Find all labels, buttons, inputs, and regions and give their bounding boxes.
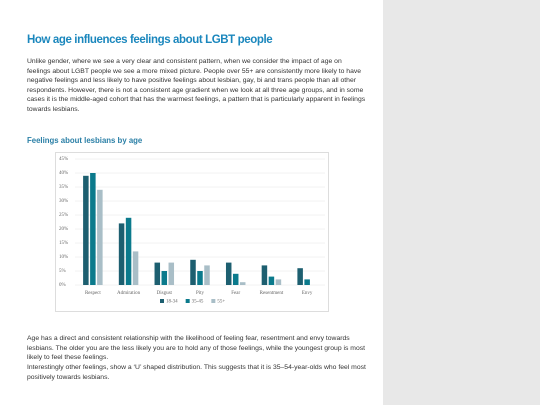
y-tick-label: 30% (59, 199, 68, 204)
legend-swatch (160, 299, 164, 303)
y-tick-label: 15% (59, 241, 68, 246)
y-tick-label: 40% (59, 171, 68, 176)
bar (268, 276, 275, 285)
legend-swatch (185, 299, 190, 303)
bar (161, 271, 168, 285)
bar (197, 271, 203, 285)
y-tick-label: 45% (59, 157, 68, 162)
bar (275, 279, 282, 285)
bar (83, 175, 89, 285)
bar (239, 282, 246, 285)
bar (90, 173, 96, 285)
document-page: How age influences feelings about LGBT p… (0, 0, 383, 405)
bar (297, 268, 303, 285)
bar (97, 189, 103, 285)
x-tick-label: Fear (231, 291, 240, 296)
x-tick-label: Pity (196, 291, 205, 296)
legend-label: 35-45 (192, 300, 204, 305)
body-paragraph: Age has a direct and consistent relation… (27, 335, 366, 362)
intro-paragraph: Unlike gender, where we see a very clear… (27, 58, 366, 113)
x-tick-label: Respect (85, 291, 101, 296)
x-tick-label: Admiration (117, 291, 141, 296)
x-tick-label: Envy (302, 291, 313, 296)
bar (232, 273, 239, 285)
body-paragraph: Interestingly other feelings, show a ‘U’… (27, 364, 366, 381)
y-tick-label: 20% (59, 227, 68, 232)
x-tick-label: Disgust (157, 291, 173, 296)
legend-label: 55+ (217, 300, 225, 305)
bar (125, 217, 132, 285)
bar (261, 265, 268, 285)
bar (132, 251, 139, 285)
y-tick-label: 5% (59, 269, 66, 274)
section-title: How age influences feelings about LGBT p… (27, 34, 273, 46)
legend-swatch (211, 299, 216, 303)
x-tick-label: Resentment (260, 291, 284, 296)
bar (204, 265, 210, 285)
chart: 0% 5% 10% 15% 20% 25% 30% 35% 40% 45% Respect Admir… (55, 152, 329, 312)
chart-title: Feelings about lesbians by age (27, 136, 143, 145)
y-tick-label: 25% (59, 213, 68, 218)
bar (304, 279, 310, 285)
legend-label: 18-34 (166, 300, 178, 305)
bar (168, 262, 175, 285)
bar (154, 262, 161, 285)
y-tick-label: 10% (59, 255, 68, 260)
bar (225, 262, 232, 285)
bar (190, 259, 196, 285)
bar (118, 223, 125, 285)
y-tick-label: 0% (59, 283, 66, 288)
y-tick-label: 35% (59, 185, 68, 190)
